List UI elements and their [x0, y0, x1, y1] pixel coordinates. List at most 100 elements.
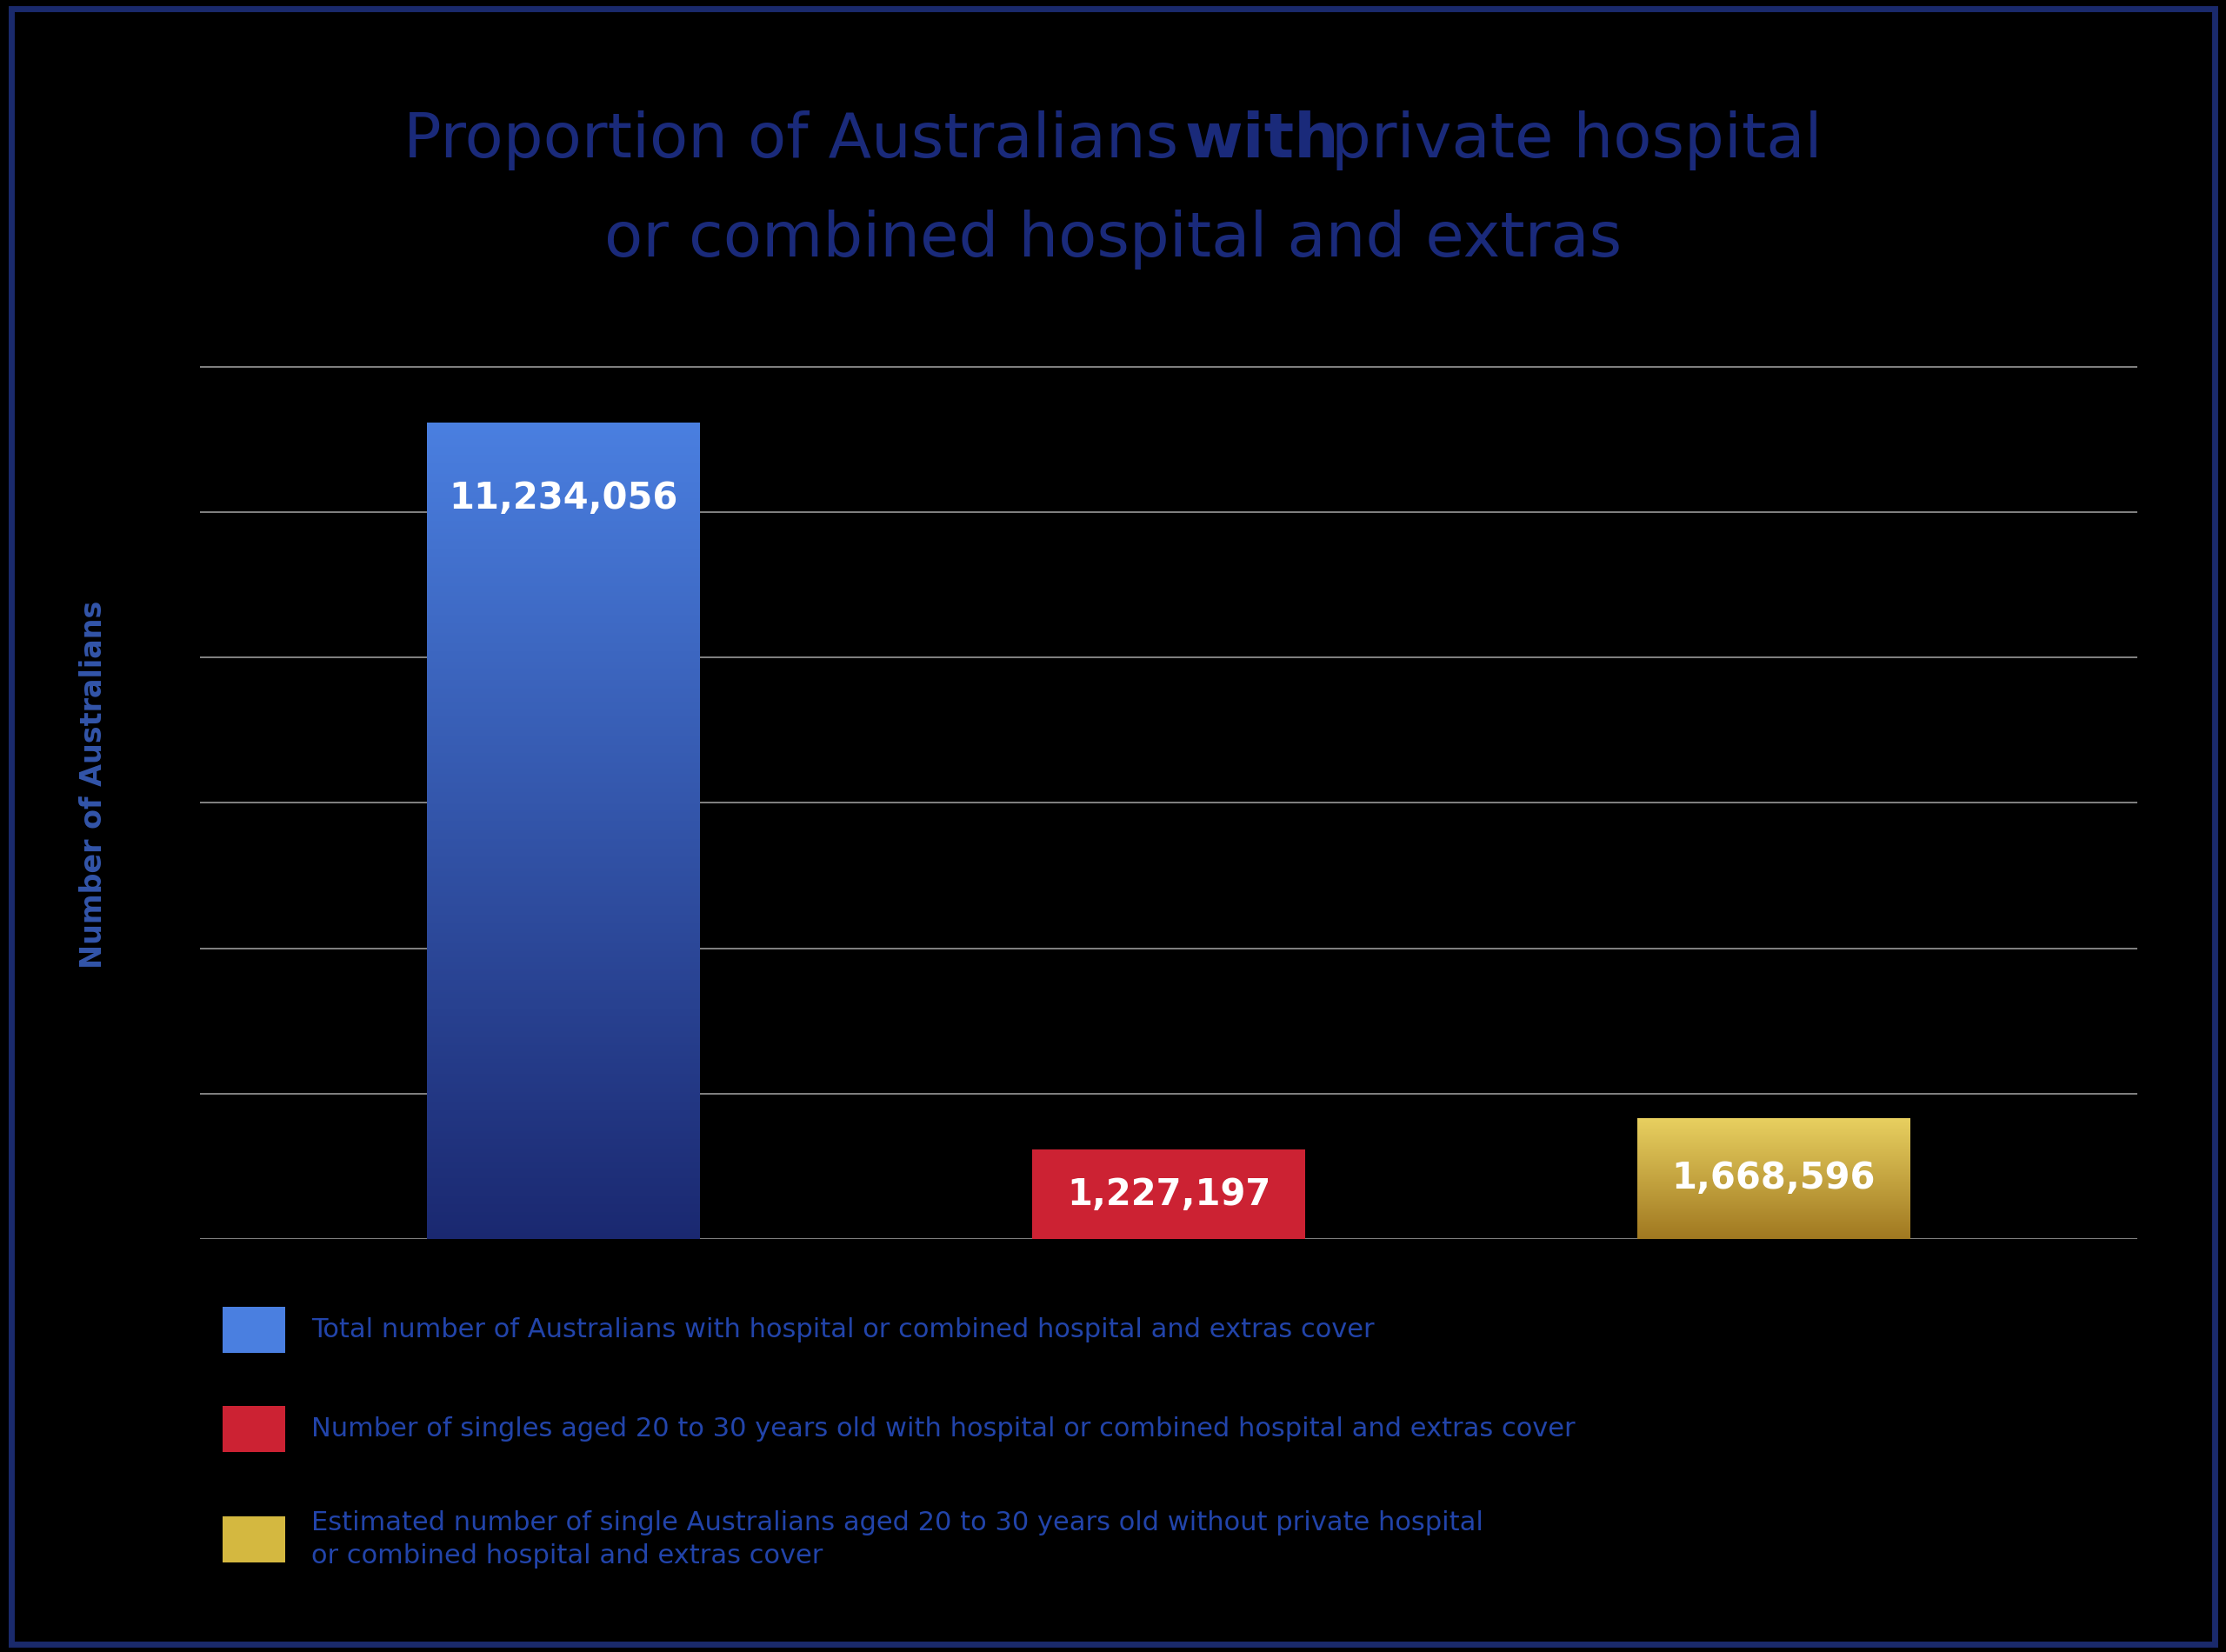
Bar	[427, 1092, 699, 1094]
Bar	[427, 434, 699, 436]
Bar	[427, 468, 699, 469]
Text: Proportion of Australians: Proportion of Australians	[403, 111, 1198, 170]
Bar	[427, 423, 699, 425]
Bar	[427, 463, 699, 466]
Bar	[427, 1178, 699, 1180]
Bar	[427, 501, 699, 502]
Bar	[427, 1186, 699, 1188]
Bar	[427, 806, 699, 808]
Bar	[427, 687, 699, 691]
Bar	[427, 798, 699, 800]
Bar	[427, 1173, 699, 1176]
Bar	[427, 912, 699, 915]
Bar	[427, 720, 699, 722]
Bar	[427, 876, 699, 877]
Bar	[427, 757, 699, 760]
Bar	[427, 1145, 699, 1146]
Bar	[427, 657, 699, 659]
Bar	[427, 973, 699, 976]
Bar	[427, 818, 699, 821]
Bar	[427, 474, 699, 476]
Bar	[427, 626, 699, 629]
Bar	[427, 867, 699, 869]
Bar	[427, 502, 699, 504]
Bar	[427, 572, 699, 573]
Bar	[427, 849, 699, 851]
Bar	[427, 610, 699, 613]
Bar	[427, 942, 699, 943]
Bar	[427, 557, 699, 558]
Bar	[427, 578, 699, 580]
Bar	[427, 1227, 699, 1229]
Bar	[427, 859, 699, 861]
Bar	[427, 907, 699, 909]
Bar	[427, 1074, 699, 1075]
Bar	[427, 1042, 699, 1046]
Bar	[427, 691, 699, 692]
Bar	[427, 755, 699, 757]
Bar	[427, 504, 699, 506]
Bar	[427, 624, 699, 626]
Bar	[427, 1072, 699, 1074]
Bar	[1033, 1150, 1304, 1239]
Bar	[427, 770, 699, 771]
Bar	[427, 1102, 699, 1104]
Bar	[427, 679, 699, 682]
Bar	[427, 938, 699, 942]
Bar	[427, 990, 699, 991]
Bar	[427, 1135, 699, 1137]
Bar	[427, 1194, 699, 1196]
Bar	[427, 601, 699, 605]
Bar	[427, 600, 699, 601]
Bar	[427, 1166, 699, 1168]
Bar	[427, 1123, 699, 1125]
Bar	[427, 1216, 699, 1219]
Bar	[427, 677, 699, 679]
Bar	[427, 995, 699, 996]
Bar	[427, 1213, 699, 1214]
Bar	[427, 565, 699, 567]
Bar	[427, 1137, 699, 1138]
Bar	[427, 1193, 699, 1194]
Bar	[427, 1069, 699, 1072]
Bar	[427, 439, 699, 441]
Bar	[427, 431, 699, 433]
Bar	[427, 530, 699, 532]
Bar	[427, 1180, 699, 1181]
Bar	[427, 748, 699, 752]
Bar	[427, 1151, 699, 1153]
Bar	[427, 1125, 699, 1127]
Bar	[427, 623, 699, 624]
Bar	[427, 981, 699, 985]
Bar	[427, 590, 699, 591]
Bar	[427, 540, 699, 544]
Bar	[427, 471, 699, 474]
Bar	[427, 1155, 699, 1158]
Bar	[427, 829, 699, 831]
Bar	[427, 852, 699, 856]
Bar	[427, 643, 699, 644]
Bar	[427, 553, 699, 555]
Bar	[427, 1080, 699, 1082]
Bar	[427, 588, 699, 590]
Bar	[427, 1026, 699, 1029]
Bar	[427, 1153, 699, 1155]
Bar	[427, 547, 699, 548]
Bar	[427, 1064, 699, 1066]
Bar	[427, 1171, 699, 1173]
Bar	[427, 514, 699, 517]
Bar	[427, 634, 699, 636]
Bar	[427, 821, 699, 823]
Bar	[427, 1138, 699, 1142]
Bar	[427, 1095, 699, 1099]
Bar	[427, 496, 699, 497]
Bar	[427, 953, 699, 955]
Bar	[427, 899, 699, 900]
Bar	[427, 1158, 699, 1160]
Bar	[427, 489, 699, 492]
Bar	[427, 1011, 699, 1013]
Bar	[427, 656, 699, 657]
Bar	[427, 740, 699, 743]
Bar	[427, 738, 699, 740]
Bar	[427, 692, 699, 694]
